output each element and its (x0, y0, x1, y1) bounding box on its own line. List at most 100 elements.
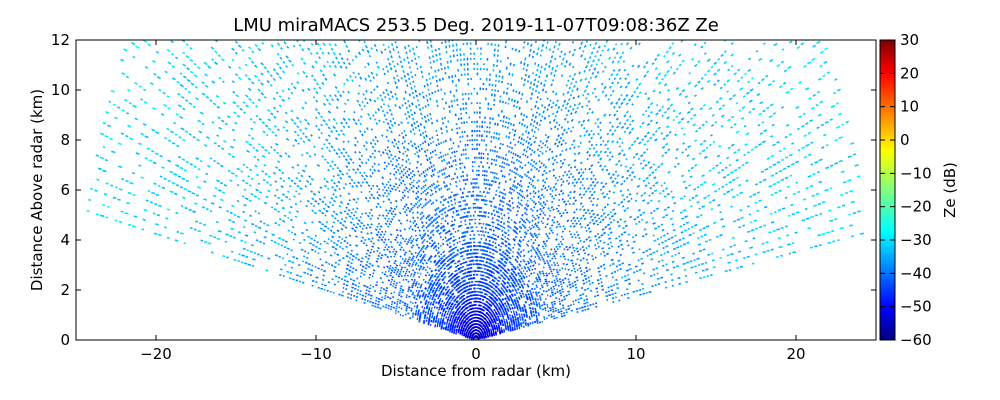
ze-gate (556, 99, 559, 103)
ze-gate (695, 129, 699, 133)
ze-gate (572, 196, 576, 200)
ze-gate (514, 302, 518, 306)
ze-gate (737, 68, 741, 72)
ze-gate (405, 175, 409, 179)
ze-gate (626, 206, 630, 210)
ze-gate (553, 287, 556, 290)
ze-gate (629, 46, 633, 50)
ze-gate (525, 174, 529, 178)
ze-gate (631, 236, 635, 239)
ze-gate (679, 244, 683, 248)
ze-gate (691, 196, 695, 200)
ze-gate (599, 136, 603, 140)
ze-gate (522, 295, 526, 298)
ze-gate (451, 248, 455, 251)
ze-gate (807, 131, 812, 135)
ze-gate (538, 227, 541, 231)
ze-gate (718, 187, 721, 191)
ze-gate (698, 249, 703, 253)
ze-gate (397, 140, 400, 143)
ze-gate (507, 150, 511, 153)
ze-gate (559, 189, 563, 193)
ze-gate (535, 301, 538, 304)
ze-gate (515, 310, 518, 314)
ze-gate (735, 158, 739, 162)
ze-gate (387, 45, 390, 49)
ze-gate (547, 237, 550, 240)
ze-gate (517, 248, 521, 251)
ze-gate (570, 118, 574, 123)
ze-gate (554, 309, 558, 312)
ze-gate (836, 88, 841, 92)
ze-gate (537, 291, 541, 294)
ze-gate (536, 280, 540, 283)
ze-gate (453, 274, 457, 277)
ze-gate (509, 204, 512, 208)
ze-gate (580, 196, 583, 199)
ze-gate (508, 314, 512, 317)
ze-gate (540, 188, 544, 191)
ze-gate (590, 51, 594, 55)
ze-gate (628, 98, 632, 102)
ze-gate (632, 155, 636, 159)
ze-gate (594, 244, 597, 247)
ze-gate (497, 317, 500, 320)
ze-gate (615, 101, 619, 105)
ze-gate (564, 141, 567, 145)
ze-gate (411, 144, 414, 148)
ze-gate (744, 72, 747, 76)
ze-gate (438, 259, 442, 263)
ze-gate (521, 195, 524, 198)
ze-gate (490, 289, 494, 293)
ze-gate (513, 185, 517, 188)
ze-gate (492, 299, 495, 302)
ze-gate (693, 43, 697, 47)
ze-gate (559, 280, 562, 283)
ze-gate (549, 59, 552, 64)
ze-gate (426, 225, 430, 228)
ze-gate (622, 205, 625, 208)
ze-gate (667, 88, 670, 92)
ze-gate (500, 241, 504, 245)
ze-gate (534, 40, 537, 44)
ze-gate (552, 310, 555, 313)
ze-gate (544, 134, 547, 137)
ze-gate (572, 224, 576, 228)
ze-gate (446, 222, 449, 225)
ze-gate (736, 148, 741, 152)
ze-gate (447, 255, 450, 258)
ze-gate (642, 199, 646, 202)
ze-gate (586, 60, 590, 64)
ze-gate (592, 59, 595, 63)
ze-gate (512, 321, 516, 324)
ze-gate (808, 96, 812, 100)
ze-gate (439, 262, 443, 265)
ze-gate (367, 62, 370, 66)
ze-gate (783, 81, 787, 85)
ze-gate (520, 175, 524, 179)
ze-gate (617, 152, 622, 156)
ze-gate (485, 315, 488, 318)
ze-gate (537, 256, 541, 260)
ze-gate (396, 168, 400, 172)
ze-gate (817, 113, 822, 117)
ze-gate (738, 226, 742, 229)
ze-gate (531, 113, 535, 117)
ze-gate (595, 287, 599, 290)
ze-gate (545, 199, 549, 203)
ze-gate (718, 96, 723, 101)
ze-gate (529, 292, 533, 296)
ze-gate (605, 295, 609, 298)
ze-gate (705, 225, 710, 228)
ze-gate (463, 301, 467, 304)
ze-gate (507, 216, 510, 220)
ze-gate (439, 209, 443, 212)
ze-gate (517, 160, 521, 163)
ze-gate (595, 63, 598, 66)
ze-gate (528, 137, 532, 141)
ze-gate (519, 188, 522, 192)
ze-gate (507, 269, 511, 272)
ze-gate (580, 168, 583, 171)
ze-gate (749, 246, 754, 249)
ze-gate (520, 77, 523, 80)
